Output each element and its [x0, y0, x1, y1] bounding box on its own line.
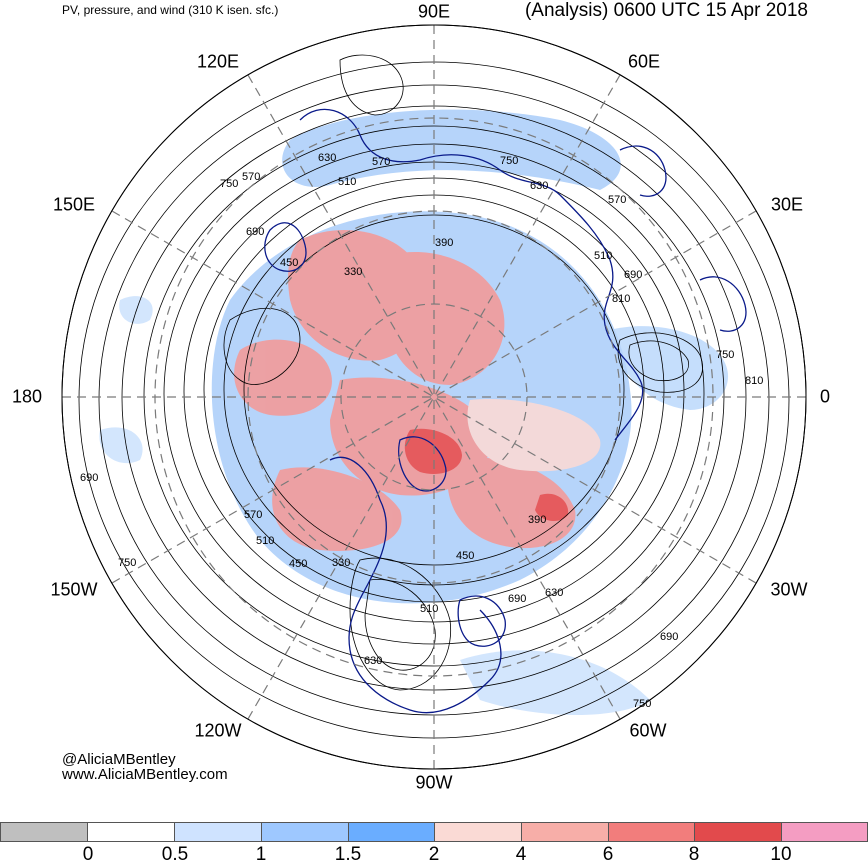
lon-label-90e: 90E — [417, 1, 451, 22]
lon-label-30w: 30W — [770, 579, 808, 600]
colorbar-tick: 10 — [770, 844, 792, 865]
lon-label-150w: 150W — [50, 579, 98, 600]
colorbar — [0, 822, 868, 844]
contour-label: 690 — [624, 269, 642, 281]
colorbar-swatch — [348, 822, 436, 842]
graticule — [62, 25, 806, 769]
contour-label: 750 — [716, 349, 734, 361]
coastlines — [264, 108, 747, 714]
lon-label-30e: 30E — [770, 194, 804, 215]
contour-label: 330 — [344, 266, 362, 278]
contour-label: 690 — [508, 593, 526, 605]
colorbar-swatch — [0, 822, 88, 842]
contour-label: 390 — [435, 237, 453, 249]
colorbar-tick: 2 — [428, 844, 440, 865]
contour-label: 510 — [420, 603, 438, 615]
contour-label: 570 — [242, 171, 260, 183]
colorbar-swatch — [781, 822, 868, 842]
lon-label-60w: 60W — [629, 720, 667, 741]
colorbar-tick: 8 — [688, 844, 700, 865]
contour-label: 810 — [612, 293, 630, 305]
contour-label: 630 — [530, 180, 548, 192]
contour-label: 570 — [372, 156, 390, 168]
contour-label: 750 — [633, 698, 651, 710]
contour-label: 510 — [338, 176, 356, 188]
contour-value-labels: 630 570 510 750 690 450 330 390 750 570 … — [80, 152, 763, 710]
colorbar-swatch — [174, 822, 262, 842]
map-title: PV, pressure, and wind (310 K isen. sfc.… — [62, 3, 279, 17]
credit-website: www.AliciaMBentley.com — [62, 766, 228, 783]
colorbar-tick: 0.5 — [161, 844, 189, 865]
colorbar-tick: 6 — [602, 844, 614, 865]
colorbar-tick: 1.5 — [334, 844, 362, 865]
contour-label: 450 — [289, 558, 307, 570]
colorbar-swatch — [434, 822, 522, 842]
colorbar-tick: 0 — [82, 844, 94, 865]
contour-label: 450 — [456, 550, 474, 562]
lon-label-0: 0 — [819, 386, 831, 407]
lon-label-150e: 150E — [52, 194, 96, 215]
lon-label-60e: 60E — [627, 51, 661, 72]
colorbar-swatch — [608, 822, 696, 842]
pv-shading-dark-red — [404, 428, 569, 522]
colorbar-swatch — [521, 822, 609, 842]
contour-label: 690 — [660, 631, 678, 643]
colorbar-swatch — [694, 822, 782, 842]
credit-handle: @AliciaMBentley — [62, 751, 176, 768]
contour-label: 750 — [220, 178, 238, 190]
contour-label: 630 — [318, 152, 336, 164]
colorbar-tick: 1 — [255, 844, 267, 865]
lon-label-120w: 120W — [194, 720, 242, 741]
contour-label: 570 — [608, 194, 626, 206]
colorbar-swatch — [87, 822, 175, 842]
contour-label: 570 — [244, 509, 262, 521]
contour-label: 450 — [280, 257, 298, 269]
contour-label: 510 — [594, 250, 612, 262]
colorbar-tick: 4 — [515, 844, 527, 865]
contour-label: 750 — [118, 557, 136, 569]
contour-label: 630 — [545, 587, 563, 599]
contour-label: 690 — [80, 472, 98, 484]
contour-label: 750 — [500, 155, 518, 167]
contour-label: 510 — [256, 535, 274, 547]
contour-label: 390 — [528, 514, 546, 526]
lon-label-90w: 90W — [415, 772, 453, 793]
analysis-time-title: (Analysis) 0600 UTC 15 Apr 2018 — [524, 0, 808, 21]
contour-label: 330 — [332, 557, 350, 569]
colorbar-swatch — [261, 822, 349, 842]
contour-label: 810 — [745, 375, 763, 387]
lon-label-120e: 120E — [196, 51, 240, 72]
contour-label: 630 — [364, 655, 382, 667]
contour-label: 690 — [246, 226, 264, 238]
lon-label-180: 180 — [11, 386, 43, 407]
